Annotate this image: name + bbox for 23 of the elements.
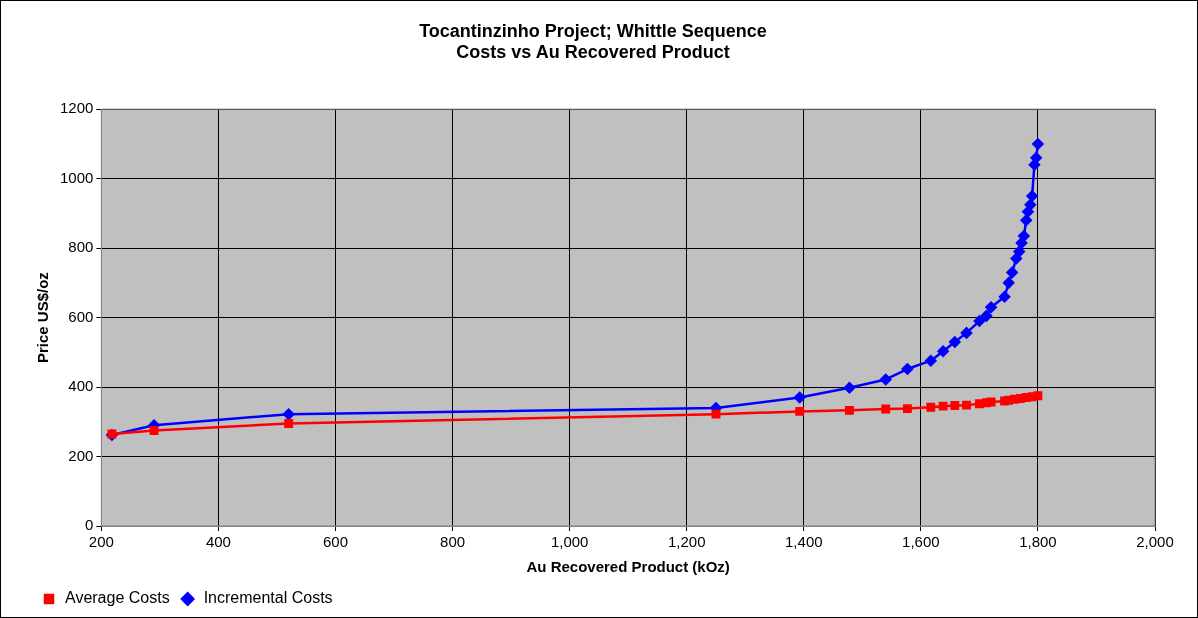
x-tick-label: 1,400 bbox=[785, 533, 823, 551]
x-tick-label: 600 bbox=[322, 533, 349, 551]
y-tick-label: 400 bbox=[68, 377, 94, 395]
x-tick-label: 1,000 bbox=[550, 533, 589, 551]
x-tick-label: 800 bbox=[440, 533, 466, 551]
y-tick-label: 600 bbox=[68, 307, 94, 325]
x-tick-label: 1,200 bbox=[667, 533, 706, 551]
y-tick-label: 1200 bbox=[59, 99, 94, 117]
y-tick-label: 1000 bbox=[59, 168, 94, 186]
y-axis-title: Price US$/oz bbox=[34, 272, 52, 364]
x-tick-label: 200 bbox=[88, 533, 114, 551]
y-tick-label: 800 bbox=[68, 238, 94, 256]
y-tick-label: 0 bbox=[85, 516, 94, 534]
text: Tocantinzinho Project; Whittle Sequence bbox=[419, 20, 767, 41]
legend-label: Incremental Costs bbox=[203, 589, 333, 607]
legend-label: Average Costs bbox=[65, 589, 170, 607]
x-tick-label: 1,600 bbox=[902, 533, 940, 551]
x-axis-title: Au Recovered Product (kOz) bbox=[526, 558, 730, 576]
x-tick-label: 1,800 bbox=[1019, 533, 1057, 551]
x-tick-label: 2,000 bbox=[1136, 533, 1174, 551]
x-tick-label: 400 bbox=[205, 533, 231, 551]
text: Costs vs Au Recovered Product bbox=[456, 42, 730, 63]
y-tick-label: 200 bbox=[68, 446, 94, 464]
